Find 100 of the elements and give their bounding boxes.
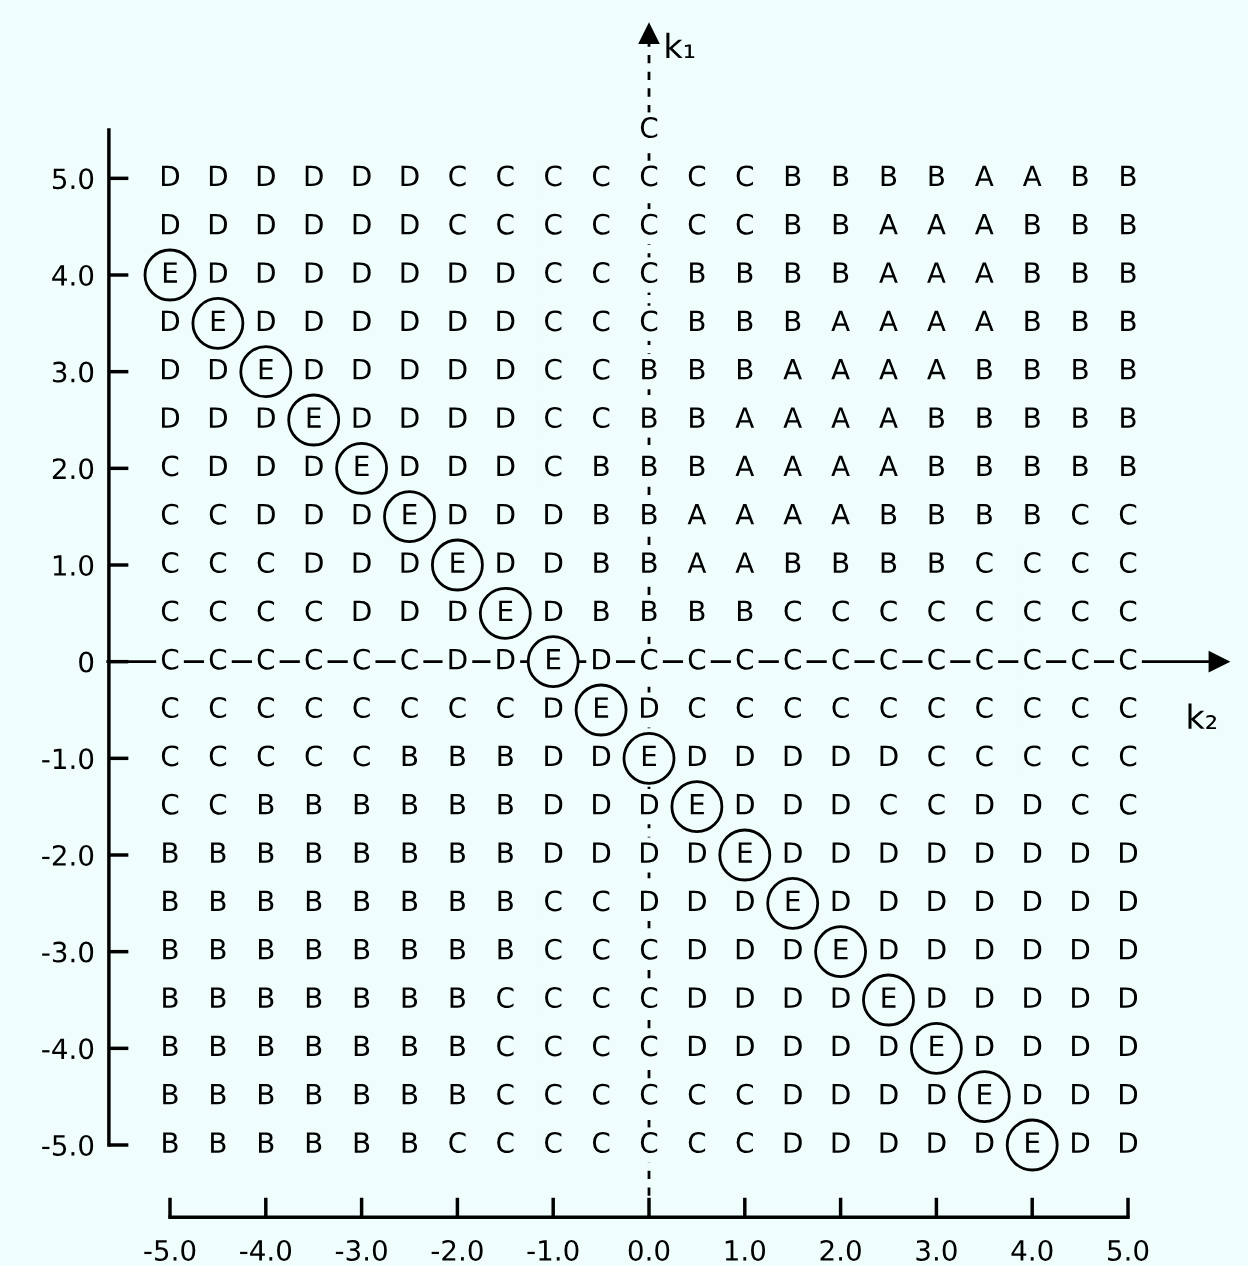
text: B: [450, 745, 465, 766]
text: C: [257, 745, 274, 767]
text: D: [736, 745, 754, 766]
text: D: [353, 504, 371, 525]
text: D: [593, 842, 611, 863]
text: C: [1071, 503, 1089, 525]
text: C: [1119, 648, 1137, 670]
text: E: [595, 697, 609, 718]
text: B: [450, 939, 465, 960]
text: B: [402, 1035, 418, 1056]
text: D: [401, 359, 419, 380]
y-tick-label: 5.0: [52, 168, 94, 190]
text: D: [209, 455, 227, 476]
text: B: [306, 890, 322, 911]
text: D: [209, 359, 227, 380]
text: C: [688, 697, 706, 719]
text: C: [976, 648, 993, 670]
text: B: [785, 214, 801, 235]
text: C: [545, 358, 562, 380]
text: D: [736, 890, 754, 911]
text: C: [545, 165, 562, 187]
text: A: [831, 504, 850, 525]
text: D: [593, 745, 611, 766]
text: D: [880, 939, 898, 960]
text: B: [881, 552, 897, 573]
text: D: [545, 600, 563, 621]
text: C: [688, 213, 706, 235]
text: D: [209, 407, 227, 428]
text: D: [1072, 1084, 1090, 1105]
text: C: [1071, 793, 1089, 815]
text: C: [209, 793, 227, 815]
text: C: [1119, 745, 1137, 767]
text: B: [163, 987, 178, 1008]
text: D: [641, 794, 659, 815]
text: B: [163, 1035, 178, 1056]
text: D: [1024, 890, 1042, 911]
text: D: [545, 794, 563, 815]
text: B: [450, 1035, 465, 1056]
text: C: [592, 165, 610, 187]
text: B: [1073, 455, 1088, 476]
text: C: [976, 745, 993, 767]
text: B: [833, 552, 849, 573]
text: C: [928, 697, 945, 719]
text: B: [163, 890, 178, 911]
text: C: [736, 697, 753, 719]
text: C: [161, 697, 179, 719]
y-axis-title: k₁: [666, 32, 695, 59]
text: C: [161, 600, 179, 622]
text: D: [209, 262, 227, 283]
text: E: [403, 504, 417, 525]
text: B: [498, 794, 513, 815]
text: D: [641, 890, 659, 911]
text: D: [784, 745, 802, 766]
text: D: [880, 1084, 898, 1105]
text: D: [401, 214, 419, 235]
text: B: [1073, 310, 1088, 331]
text: B: [929, 455, 944, 476]
text: B: [450, 1084, 465, 1105]
text: B: [929, 504, 944, 525]
text: D: [928, 987, 946, 1008]
text: C: [353, 648, 370, 670]
text: C: [928, 745, 945, 767]
text: A: [687, 552, 707, 573]
text: C: [1071, 552, 1089, 574]
text: D: [976, 794, 994, 815]
text: D: [880, 1035, 898, 1056]
text: B: [738, 600, 753, 621]
text: D: [305, 359, 323, 380]
text: D: [832, 842, 850, 863]
text: D: [784, 939, 802, 960]
text: C: [880, 697, 897, 719]
text: A: [783, 455, 802, 476]
text: E: [1026, 1132, 1040, 1153]
text: B: [881, 504, 897, 525]
text: C: [640, 1132, 658, 1154]
text: A: [879, 359, 898, 380]
text: B: [690, 262, 705, 283]
text: D: [784, 794, 802, 815]
text: B: [163, 842, 178, 863]
text: C: [353, 745, 370, 767]
text: B: [929, 407, 944, 428]
text: B: [833, 165, 849, 186]
text: B: [259, 987, 274, 1008]
text: B: [1073, 359, 1088, 380]
text: B: [354, 1084, 370, 1105]
text: B: [690, 310, 705, 331]
text: B: [211, 842, 226, 863]
text: D: [928, 1084, 946, 1105]
text: D: [976, 939, 994, 960]
text: A: [1022, 165, 1042, 186]
text: E: [211, 310, 225, 331]
text: D: [353, 552, 371, 573]
text: D: [545, 697, 563, 718]
text: C: [592, 310, 610, 332]
text: B: [1025, 407, 1040, 428]
text: B: [498, 890, 513, 911]
text: D: [1024, 939, 1042, 960]
text: D: [593, 649, 611, 670]
text: D: [832, 794, 850, 815]
text: D: [1024, 987, 1042, 1008]
